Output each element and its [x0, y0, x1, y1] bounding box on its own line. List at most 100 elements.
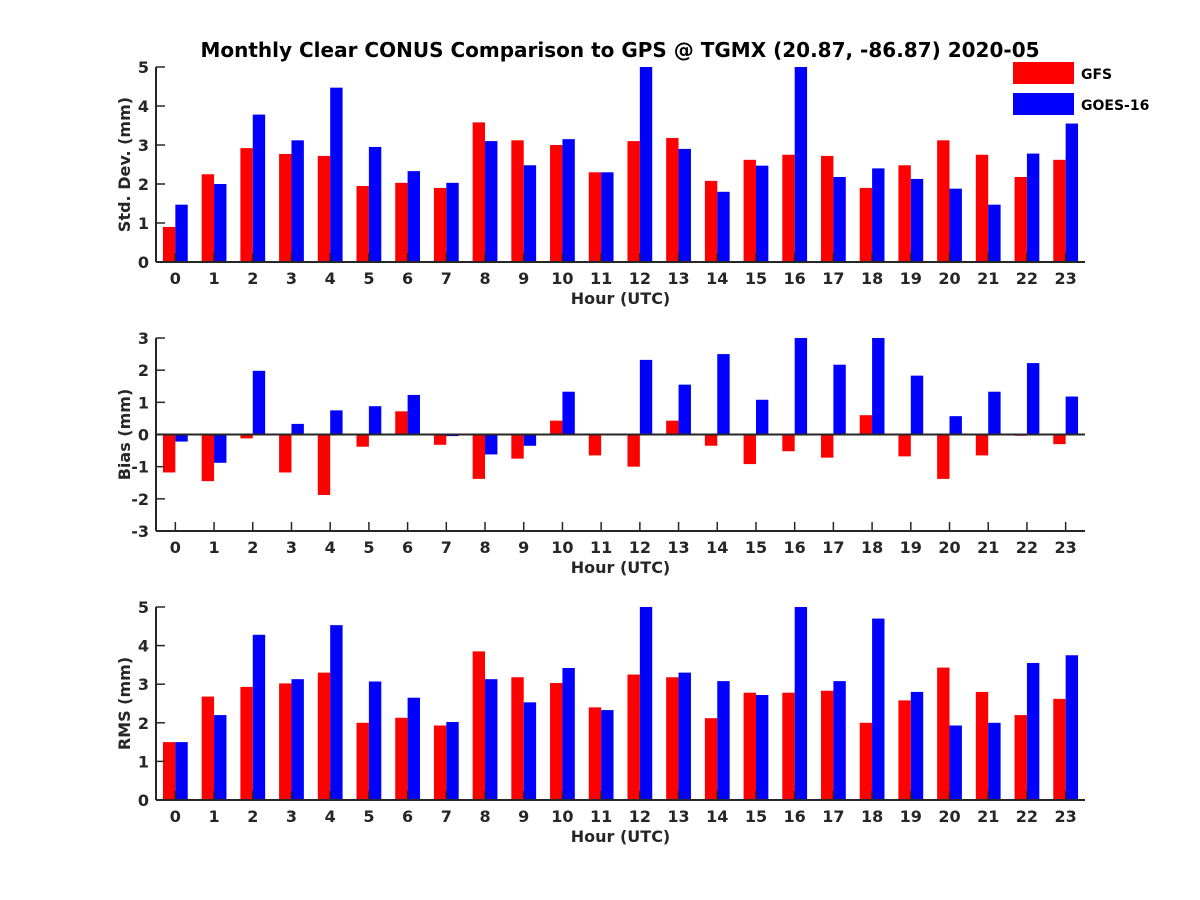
- bar-goes-16-23: [1065, 123, 1079, 262]
- y-tick-label: 3: [138, 329, 149, 348]
- bar-gfs-1: [201, 174, 215, 262]
- x-tick-label: 9: [518, 269, 529, 288]
- x-tick-label: 15: [745, 807, 767, 826]
- bar-goes-16-20: [949, 188, 962, 262]
- x-tick-label: 21: [977, 269, 999, 288]
- bar-goes-16-18: [872, 168, 885, 262]
- bar-gfs-3: [279, 683, 292, 800]
- bar-goes-16-1: [214, 184, 227, 262]
- x-tick-label: 1: [208, 538, 219, 557]
- y-tick-label: 1: [138, 393, 149, 412]
- x-tick-label: 7: [441, 807, 452, 826]
- bar-gfs-13: [666, 677, 679, 800]
- bar-goes-16-22: [1026, 363, 1040, 435]
- x-tick-label: 22: [1016, 269, 1038, 288]
- x-tick-label: 22: [1016, 538, 1038, 557]
- bar-goes-16-10: [562, 391, 575, 435]
- y-tick-label: -3: [131, 522, 149, 541]
- bar-goes-16-13: [678, 384, 691, 435]
- bar-goes-16-8: [485, 141, 498, 262]
- x-tick-label: 10: [551, 807, 573, 826]
- bar-gfs-1: [201, 434, 215, 482]
- bar-gfs-21: [975, 434, 989, 456]
- y-tick-label: 5: [138, 58, 149, 77]
- bar-goes-16-6: [407, 171, 420, 262]
- bar-goes-16-1: [214, 715, 227, 800]
- bar-gfs-7: [433, 187, 447, 262]
- x-tick-label: 1: [208, 807, 219, 826]
- x-axis-label: Hour (UTC): [571, 289, 671, 308]
- y-tick-label: 4: [138, 97, 149, 116]
- bar-goes-16-16: [794, 338, 808, 435]
- bar-gfs-0: [162, 742, 176, 800]
- x-tick-label: 5: [363, 538, 374, 557]
- y-tick-label: 0: [138, 426, 149, 445]
- x-tick-label: 2: [247, 538, 258, 557]
- bar-goes-16-22: [1026, 662, 1040, 800]
- bar-goes-16-18: [872, 618, 885, 800]
- bar-goes-16-8: [485, 679, 498, 800]
- x-tick-label: 19: [900, 807, 922, 826]
- chart-title: Monthly Clear CONUS Comparison to GPS @ …: [200, 38, 1039, 62]
- bar-goes-16-19: [910, 691, 924, 800]
- x-tick-label: 15: [745, 269, 767, 288]
- bar-goes-16-13: [678, 672, 691, 800]
- bar-goes-16-21: [988, 391, 1001, 435]
- x-tick-label: 21: [977, 538, 999, 557]
- y-tick-label: 3: [138, 136, 149, 155]
- legend-swatch-gfs: [1013, 62, 1074, 84]
- bar-goes-16-12: [639, 359, 653, 435]
- x-tick-label: 11: [590, 538, 612, 557]
- x-tick-label: 8: [479, 269, 490, 288]
- bar-gfs-8: [472, 122, 486, 262]
- bar-gfs-23: [1053, 698, 1066, 800]
- bar-gfs-1: [201, 696, 215, 800]
- bar-gfs-13: [666, 137, 679, 262]
- bar-goes-16-15: [755, 165, 769, 262]
- bar-gfs-6: [395, 411, 408, 435]
- bar-goes-16-17: [833, 176, 846, 262]
- bar-gfs-17: [821, 155, 834, 262]
- bar-gfs-19: [898, 434, 911, 457]
- bar-goes-16-9: [523, 702, 537, 800]
- x-tick-label: 3: [286, 269, 297, 288]
- y-tick-label: 0: [138, 253, 149, 272]
- x-tick-label: 10: [551, 269, 573, 288]
- bar-gfs-3: [279, 434, 292, 473]
- bar-gfs-18: [859, 722, 873, 800]
- bar-gfs-22: [1014, 715, 1027, 800]
- bar-gfs-10: [550, 420, 563, 435]
- x-tick-label: 0: [170, 269, 181, 288]
- bar-gfs-9: [511, 140, 524, 262]
- legend-label-gfs: GFS: [1081, 67, 1112, 83]
- bar-goes-16-13: [678, 148, 691, 262]
- x-tick-label: 3: [286, 807, 297, 826]
- bar-goes-16-4: [330, 87, 343, 262]
- bar-gfs-15: [743, 434, 756, 465]
- bar-goes-16-20: [949, 416, 962, 435]
- bar-goes-16-18: [872, 338, 885, 435]
- x-tick-label: 9: [518, 538, 529, 557]
- bar-goes-16-1: [214, 434, 227, 463]
- bar-goes-16-3: [291, 679, 304, 800]
- bar-gfs-7: [433, 725, 447, 800]
- x-tick-label: 12: [629, 538, 651, 557]
- bar-goes-16-9: [523, 434, 537, 446]
- bar-gfs-18: [859, 415, 873, 435]
- bar-gfs-9: [511, 434, 524, 459]
- bar-gfs-5: [356, 185, 369, 262]
- y-tick-label: 1: [138, 214, 149, 233]
- bar-gfs-15: [743, 692, 756, 800]
- x-tick-label: 9: [518, 807, 529, 826]
- bar-goes-16-19: [910, 375, 924, 435]
- bar-gfs-10: [550, 683, 563, 800]
- bar-gfs-13: [666, 420, 679, 435]
- bar-gfs-0: [162, 226, 176, 262]
- x-tick-label: 7: [441, 269, 452, 288]
- x-tick-label: 7: [441, 538, 452, 557]
- x-tick-label: 20: [938, 807, 960, 826]
- x-tick-label: 8: [479, 807, 490, 826]
- x-tick-label: 10: [551, 538, 573, 557]
- bar-gfs-5: [356, 722, 369, 800]
